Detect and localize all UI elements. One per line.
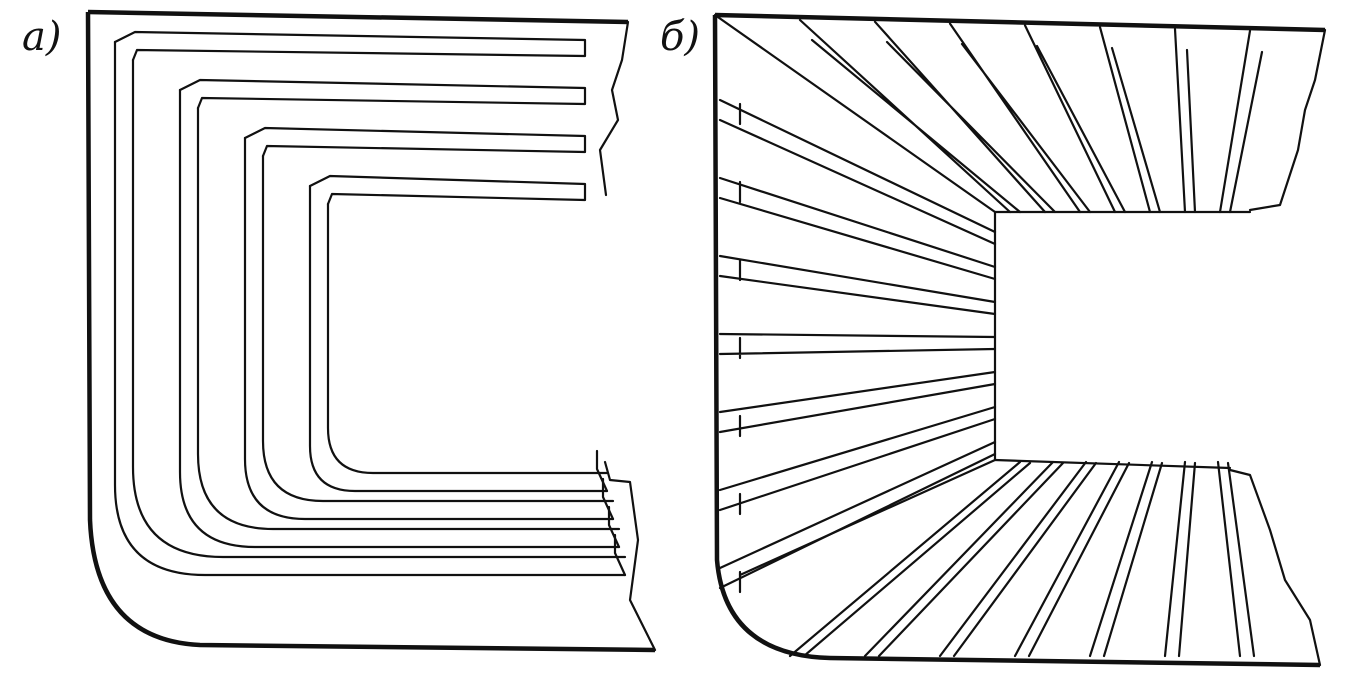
side-longitudinal: [718, 440, 997, 594]
bottom-longitudinal: [938, 460, 1098, 658]
frame: [196, 106, 621, 531]
panel-label: а): [22, 14, 61, 60]
deck-longitudinal: [873, 20, 1057, 214]
frame-end: [613, 533, 627, 577]
bottom-longitudinal: [863, 460, 1065, 658]
side-longitudinal: [718, 370, 997, 438]
deck-longitudinal: [1023, 24, 1127, 214]
bottom-longitudinal: [788, 460, 1032, 658]
break-line: [603, 460, 657, 652]
beam: [308, 174, 587, 206]
longitudinal-framing: [712, 12, 1327, 668]
beam: [178, 78, 587, 110]
panel-label: б): [660, 14, 700, 60]
side-longitudinal: [718, 98, 997, 246]
deck-longitudinal: [948, 22, 1092, 214]
bottom-longitudinal: [1088, 460, 1164, 658]
deck-edge: [87, 9, 629, 25]
break-line: [598, 20, 630, 197]
opening-edges: [993, 210, 1252, 470]
side-longitudinal: [718, 254, 997, 316]
side-longitudinal: [718, 176, 997, 281]
transverse-framing: [85, 9, 657, 653]
deck-longitudinal: [798, 18, 1022, 214]
frame: [113, 40, 627, 577]
frame: [308, 184, 609, 493]
break-line: [1228, 468, 1322, 667]
frame-end: [607, 505, 621, 549]
break-line: [1248, 28, 1327, 212]
side-longitudinal: [718, 405, 997, 516]
beam: [113, 30, 587, 62]
frame: [178, 88, 621, 549]
shell: [85, 11, 656, 653]
frame: [261, 154, 615, 503]
bottom-longitudinal: [1013, 460, 1131, 658]
deck-longitudinal: [1218, 29, 1264, 214]
frame-end: [601, 477, 615, 521]
bottom-longitudinal: [1163, 460, 1197, 658]
bottom-longitudinal: [1216, 460, 1256, 658]
frame: [326, 202, 609, 475]
side-longitudinal: [718, 332, 997, 360]
shell: [712, 14, 1321, 668]
beam: [243, 126, 587, 158]
frame: [131, 58, 627, 559]
deck-longitudinal: [1098, 26, 1162, 214]
frame: [243, 136, 615, 521]
deck-longitudinal: [1173, 27, 1197, 214]
deck-edge: [714, 12, 1326, 33]
frame-end: [595, 449, 609, 493]
